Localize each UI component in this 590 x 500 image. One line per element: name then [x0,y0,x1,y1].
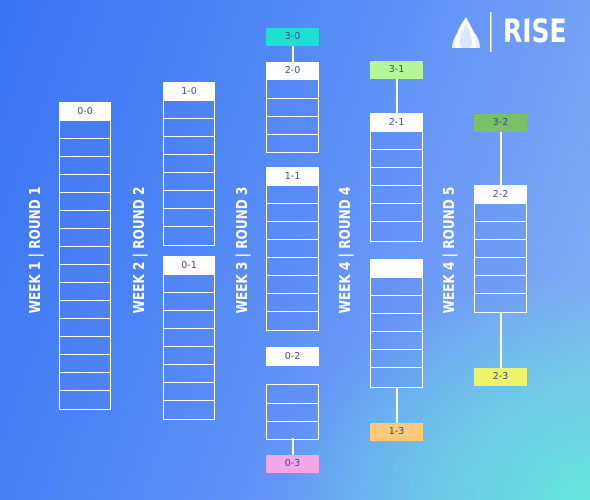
team-slot-group [474,203,527,313]
outcome-badge: 1-3 [370,423,423,441]
record-header: 0-1 [163,256,215,275]
connector-line [292,44,294,62]
record-header: 1-1 [266,167,319,186]
flame-leaf-icon [452,12,492,52]
team-slot-group [163,100,215,246]
round-label-2: WEEK 2 | ROUND 2 [130,186,148,314]
record-header: 2-1 [370,113,423,132]
team-slot-group [370,277,423,388]
record-header: 2-2 [474,185,527,204]
record-header: 0-0 [59,102,111,121]
connector-line [500,312,502,369]
round-label-5: WEEK 4 | ROUND 5 [440,186,458,314]
round-label-1: WEEK 1 | ROUND 1 [26,186,44,314]
team-slot-group [266,185,319,331]
record-header: 1-0 [163,82,215,101]
outcome-badge: 3-0 [266,28,319,46]
team-slot-group [59,120,111,410]
team-slot-group [266,79,319,153]
outcome-badge: 2-3 [474,368,527,386]
round-label-4: WEEK 4 | ROUND 4 [336,186,354,314]
connector-line [396,78,398,113]
record-header: 2-0 [266,62,319,80]
outcome-badge: 0-3 [266,455,319,473]
record-header [370,259,423,278]
outcome-badge: 3-1 [370,61,423,79]
record-header: 0-2 [266,347,319,366]
round-label-3: WEEK 3 | ROUND 3 [233,186,251,314]
team-slot-group [266,384,319,440]
brand-name: RISE [503,12,567,50]
team-slot-group [163,274,215,420]
outcome-badge: 3-2 [474,114,527,132]
team-slot-group [370,131,423,242]
connector-line [500,131,502,185]
connector-line [396,387,398,423]
connector-line [292,438,294,455]
